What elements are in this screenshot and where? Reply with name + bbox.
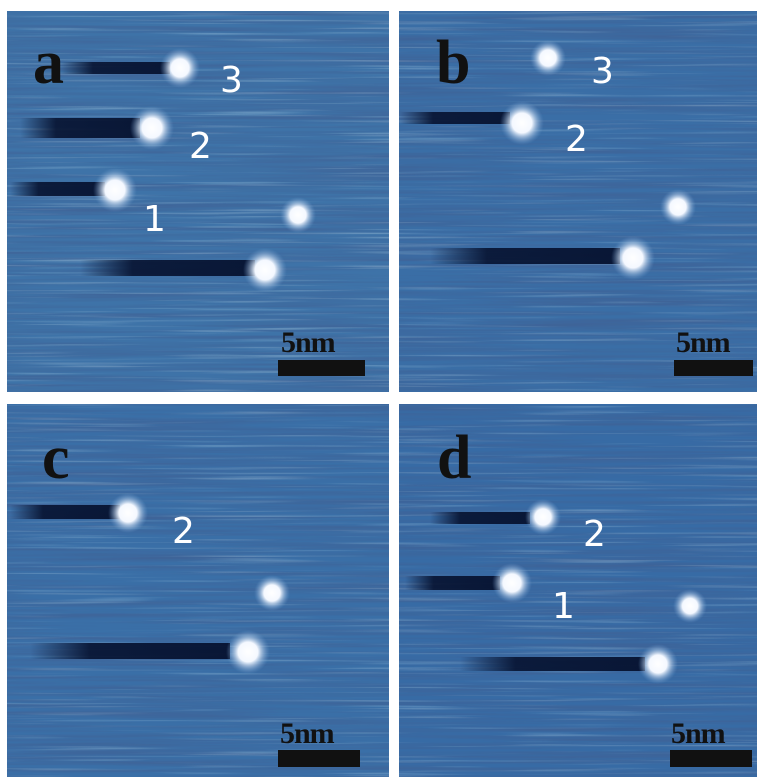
- scale-bar-label: 5nm: [676, 326, 731, 359]
- scale-bar-label: 5nm: [671, 717, 726, 750]
- spot-label: 1: [552, 586, 575, 627]
- spot-label: 3: [591, 51, 614, 92]
- scale-bar: [674, 360, 753, 376]
- spot-label: 2: [172, 511, 195, 552]
- spot-label: 2: [583, 514, 606, 555]
- spot-label: 3: [220, 60, 243, 101]
- figure: a 3 2 1 5nm b 3 2 5nm c 2 5nm d 2 1 5nm: [0, 0, 764, 779]
- scale-bar: [278, 750, 360, 767]
- scale-bar: [670, 750, 752, 767]
- panel-letter: d: [437, 424, 471, 492]
- scale-bar: [278, 360, 365, 376]
- spot-label: 1: [143, 199, 166, 240]
- spot-label: 2: [189, 126, 212, 167]
- scale-bar-label: 5nm: [281, 326, 336, 359]
- panel-letter: a: [33, 29, 64, 97]
- panel-letter: b: [436, 29, 470, 97]
- panel-letter: c: [42, 424, 70, 492]
- scale-bar-label: 5nm: [280, 717, 335, 750]
- spot-label: 2: [565, 119, 588, 160]
